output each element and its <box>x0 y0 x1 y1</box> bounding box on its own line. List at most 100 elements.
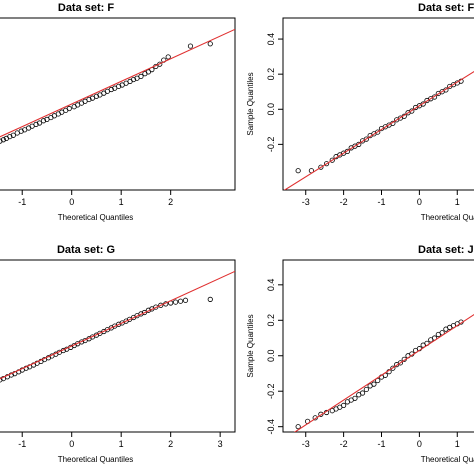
data-point <box>390 365 396 371</box>
y-tick-label: -0.2 <box>266 137 276 153</box>
x-tick-label: -1 <box>377 197 385 207</box>
data-point <box>0 137 7 143</box>
x-axis-label: Theoretical Quantiles <box>421 213 474 222</box>
y-tick-label: 0.0 <box>266 103 276 116</box>
data-point <box>7 133 13 140</box>
plot-area <box>0 270 235 383</box>
x-tick-label: 1 <box>119 439 124 449</box>
x-tick-label: 3 <box>218 439 223 449</box>
x-tick-label: -3 <box>302 439 310 449</box>
data-point <box>363 136 369 142</box>
data-point <box>0 377 3 383</box>
x-axis-label: Theoretical Quantiles <box>58 455 134 464</box>
data-point <box>182 297 189 303</box>
panel-title: Data set: G <box>57 244 115 256</box>
data-point <box>116 321 122 327</box>
data-point <box>375 129 381 135</box>
data-point <box>10 132 16 138</box>
x-tick-label: -1 <box>18 439 26 449</box>
x-tick-label: 1 <box>455 439 460 449</box>
y-tick-label: 0.4 <box>266 33 276 46</box>
plot-frame <box>282 17 474 191</box>
qq-reference-line <box>0 28 235 138</box>
data-point <box>323 161 330 167</box>
data-point <box>318 164 324 170</box>
panel-title: Data set: F <box>418 2 474 14</box>
x-tick-label: 0 <box>417 439 422 449</box>
data-point <box>295 168 301 174</box>
panel-title: Data set: F <box>58 2 115 14</box>
x-tick-label: -3 <box>302 197 310 207</box>
data-point <box>397 360 404 366</box>
data-point <box>409 108 415 114</box>
y-tick-label: -0.4 <box>266 419 276 435</box>
qq-panel-b: Data set: F -3 -2 -1 0 1 Theoretical Quantiles… <box>246 2 474 222</box>
x-axis-label: Theoretical Quantiles <box>58 213 134 222</box>
data-point <box>344 148 351 154</box>
plot-frame <box>282 259 474 433</box>
data-point <box>295 424 301 430</box>
data-point <box>108 86 114 93</box>
panel-title: Data set: J <box>418 244 474 256</box>
qq-reference-line <box>0 270 235 380</box>
data-point <box>141 309 148 316</box>
plot-area <box>283 70 474 190</box>
data-point <box>130 76 137 83</box>
x-tick-label: -1 <box>18 197 26 207</box>
qq-panel-d: Data set: J -3 -2 -1 0 1 Theoretical Quantiles… <box>246 244 474 464</box>
plot-area <box>0 28 235 144</box>
x-tick-label: 1 <box>119 197 124 207</box>
data-point <box>86 96 92 103</box>
qq-panel-c: Data set: G -1 0 1 2 3 Theoretical Quantiles <box>0 244 236 464</box>
data-point <box>207 41 213 47</box>
data-point <box>352 395 358 401</box>
data-point <box>165 54 171 60</box>
data-point <box>66 105 72 112</box>
data-point <box>341 402 347 409</box>
data-point <box>33 121 39 127</box>
y-axis-label: Sample Quantiles <box>246 72 255 135</box>
x-tick-label: 0 <box>69 439 74 449</box>
plot-frame <box>0 259 236 433</box>
data-point <box>40 118 47 124</box>
data-point <box>158 302 164 308</box>
x-axis-label: Theoretical Quantiles <box>421 455 474 464</box>
x-tick-label: 2 <box>168 439 173 449</box>
x-tick-label: 0 <box>69 197 74 207</box>
data-point <box>18 128 24 134</box>
data-point <box>420 101 426 107</box>
data-point <box>116 83 122 89</box>
y-tick-label: 0.2 <box>266 314 276 327</box>
data-point <box>359 390 366 396</box>
x-tick-label: -2 <box>340 439 348 449</box>
data-point <box>187 43 194 49</box>
data-point <box>0 138 3 144</box>
x-tick-label: 1 <box>455 197 460 207</box>
qq-reference-line <box>293 313 474 432</box>
x-tick-label: 2 <box>168 197 173 207</box>
plot-frame <box>0 17 236 191</box>
data-point <box>318 411 324 417</box>
data-point <box>363 386 369 393</box>
data-point <box>207 296 213 302</box>
data-point <box>356 141 362 147</box>
x-tick-label: 0 <box>417 197 422 207</box>
data-point <box>431 94 438 100</box>
x-tick-label: -1 <box>377 439 385 449</box>
data-point <box>371 381 377 387</box>
data-point <box>177 298 184 304</box>
y-tick-label: -0.2 <box>266 383 276 399</box>
data-point <box>173 299 179 305</box>
y-axis-label: Sample Quantiles <box>246 314 255 377</box>
data-point <box>93 93 100 99</box>
data-point <box>36 120 43 126</box>
y-tick-label: 0.0 <box>266 349 276 362</box>
plot-area <box>293 313 474 432</box>
qq-panel-a: Data set: F -1 0 1 2 Theoretical Quantiles <box>0 2 236 222</box>
y-tick-label: 0.4 <box>266 279 276 292</box>
y-tick-label: 0.2 <box>266 68 276 81</box>
x-tick-label: -2 <box>340 197 348 207</box>
qq-reference-line <box>283 70 474 190</box>
data-point <box>329 157 335 163</box>
